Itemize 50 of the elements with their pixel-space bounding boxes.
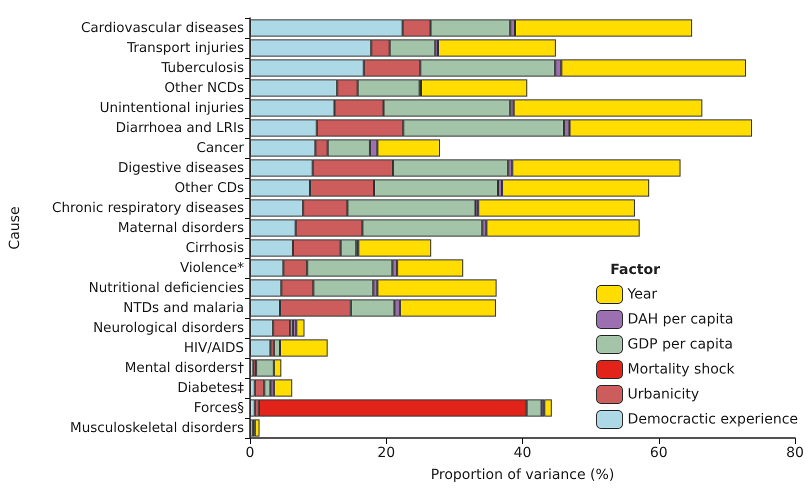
bar xyxy=(502,179,650,197)
bar xyxy=(250,399,255,417)
bar xyxy=(438,39,556,57)
y-tick-label: Nutritional deficiencies xyxy=(88,280,244,296)
x-tick-label: 60 xyxy=(650,445,668,461)
bar xyxy=(296,319,304,337)
y-tick-label: Neurological disorders xyxy=(93,320,244,336)
x-tick-label: 20 xyxy=(377,445,396,461)
legend-label: Mortality shock xyxy=(628,362,736,378)
y-tick-label: Other CDs xyxy=(174,180,244,196)
bar xyxy=(512,159,681,177)
y-tick-label: Musculoskeletal disorders xyxy=(70,420,244,436)
y-tick-label: Diarrhoea and LRIs xyxy=(116,120,244,136)
y-tick-label: Forces§ xyxy=(194,400,244,416)
bar xyxy=(254,419,260,437)
bar xyxy=(250,339,270,357)
y-tick-label: Maternal disorders xyxy=(118,220,244,236)
y-tick-label: NTDs and malaria xyxy=(123,300,244,316)
y-tick-label: Cirrhosis xyxy=(186,240,244,256)
bar xyxy=(514,99,702,117)
y-tick-label: Violence* xyxy=(180,260,244,276)
y-tick-label: Transport injuries xyxy=(126,40,244,56)
bar xyxy=(358,239,432,257)
legend-label: GDP per capita xyxy=(628,336,733,352)
bar xyxy=(486,219,640,237)
legend-label: Democractic experience xyxy=(628,412,798,428)
x-axis-title: Proportion of variance (%) xyxy=(430,467,614,483)
x-tick-label: 0 xyxy=(246,445,254,461)
legend-label: Year xyxy=(626,286,658,302)
legend-label: DAH per capita xyxy=(628,312,734,328)
y-tick-label: Tuberculosis xyxy=(160,60,244,76)
x-tick-label: 80 xyxy=(786,445,804,461)
x-tick-label: 40 xyxy=(514,445,532,461)
bar xyxy=(250,359,254,377)
y-tick-label: Mental disorders† xyxy=(124,360,244,376)
legend-label: Urbanicity xyxy=(628,386,700,402)
bar xyxy=(274,379,292,397)
y-tick-label: Other NCDs xyxy=(164,80,244,96)
legend-title: Factor xyxy=(610,262,660,278)
y-tick-label: Digestive diseases xyxy=(118,160,244,176)
bar xyxy=(544,399,552,417)
y-axis-title: Cause xyxy=(7,206,23,250)
bar xyxy=(377,279,497,297)
y-tick-label: Cancer xyxy=(196,140,244,156)
y-tick-label: Diabetes‡ xyxy=(177,380,244,396)
y-tick-label: Unintentional injuries xyxy=(100,100,244,116)
y-tick-label: HIV/AIDS xyxy=(184,340,244,356)
y-tick-label: Chronic respiratory diseases xyxy=(52,200,244,216)
bar xyxy=(478,199,635,217)
y-tick-label: Cardiovascular diseases xyxy=(80,20,244,36)
